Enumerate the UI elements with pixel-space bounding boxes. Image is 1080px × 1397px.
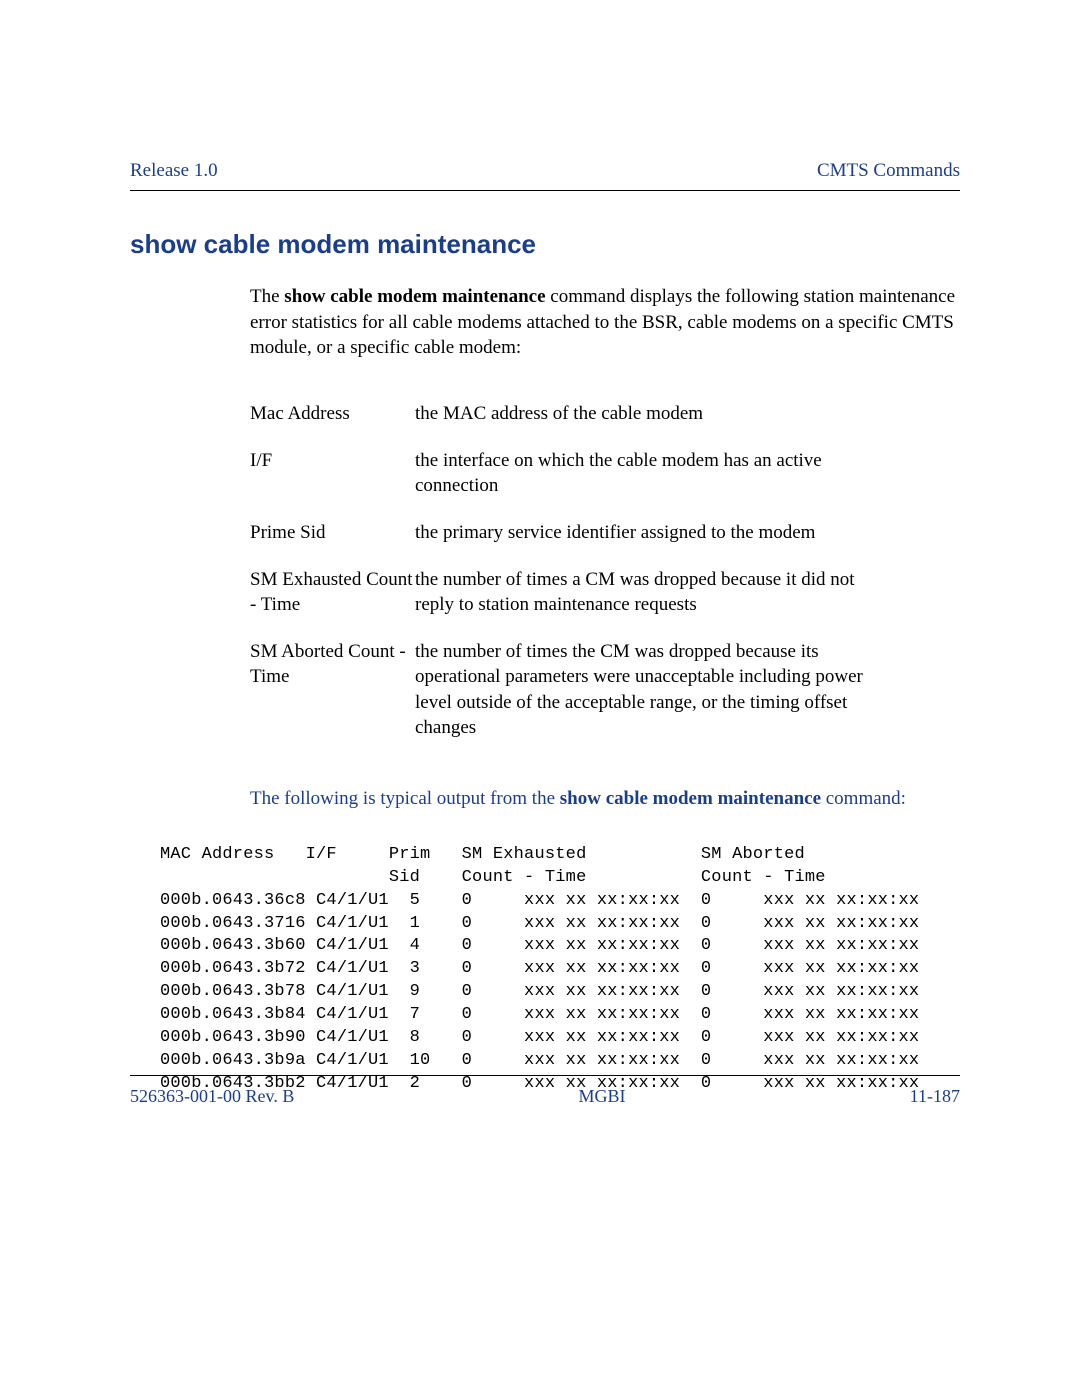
definition-row: I/F the interface on which the cable mod… — [250, 448, 960, 498]
definition-term: I/F — [250, 448, 415, 498]
definition-term: SM Aborted Count - Time — [250, 639, 415, 739]
definition-row: Mac Address the MAC address of the cable… — [250, 401, 960, 426]
leadin-pre: The following is typical output from the — [250, 788, 560, 809]
intro-command: show cable modem maintenance — [284, 286, 545, 307]
definition-desc: the MAC address of the cable modem — [415, 401, 960, 426]
definition-desc: the number of times the CM was dropped b… — [415, 639, 960, 739]
header-left: Release 1.0 — [130, 160, 218, 182]
definition-row: SM Aborted Count - Time the number of ti… — [250, 639, 960, 739]
leadin-post: command: — [821, 788, 906, 809]
intro-pre: The — [250, 286, 284, 307]
definition-term: SM Exhausted Count - Time — [250, 567, 415, 617]
footer-left: 526363-001-00 Rev. B — [130, 1086, 294, 1107]
header-right: CMTS Commands — [817, 160, 960, 182]
leadin-command: show cable modem maintenance — [560, 788, 821, 809]
page-footer: 526363-001-00 Rev. B MGBI 11-187 — [130, 1075, 960, 1107]
footer-center: MGBI — [578, 1086, 625, 1107]
definition-desc: the number of times a CM was dropped bec… — [415, 567, 960, 617]
definition-row: Prime Sid the primary service identifier… — [250, 520, 960, 545]
definition-term: Prime Sid — [250, 520, 415, 545]
definition-term: Mac Address — [250, 401, 415, 426]
output-lead-in: The following is typical output from the… — [250, 788, 960, 810]
intro-paragraph: The show cable modem maintenance command… — [250, 284, 960, 361]
definition-row: SM Exhausted Count - Time the number of … — [250, 567, 960, 617]
page-title: show cable modem maintenance — [130, 229, 960, 260]
page-header: Release 1.0 CMTS Commands — [130, 160, 960, 191]
definition-desc: the primary service identifier assigned … — [415, 520, 960, 545]
cli-output: MAC Address I/F Prim SM Exhausted SM Abo… — [160, 844, 960, 1096]
footer-right: 11-187 — [910, 1086, 960, 1107]
definition-list: Mac Address the MAC address of the cable… — [250, 401, 960, 740]
definition-desc: the interface on which the cable modem h… — [415, 448, 960, 498]
